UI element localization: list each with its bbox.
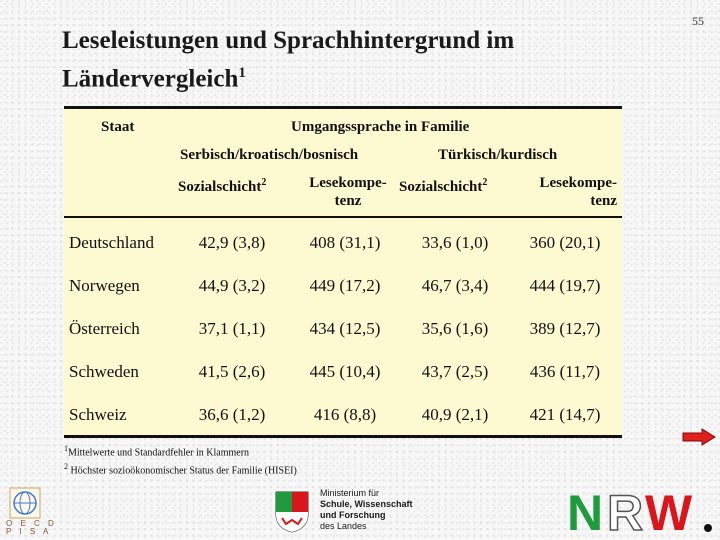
footnote-1: 1Mittelwerte und Standardfehler in Klamm… bbox=[64, 444, 250, 459]
svg-text:R: R bbox=[607, 486, 643, 534]
svg-text:W: W bbox=[645, 486, 693, 534]
table-cell: 445 (10,4) bbox=[309, 362, 381, 381]
table-cell: 36,6 (1,2) bbox=[198, 405, 266, 424]
table-cell: 42,9 (3,8) bbox=[198, 233, 266, 252]
table-cell: 360 (20,1) bbox=[529, 233, 601, 252]
row-label: Österreich bbox=[69, 319, 140, 338]
table-cell: 37,1 (1,1) bbox=[198, 319, 266, 338]
table-cell: 416 (8,8) bbox=[313, 405, 377, 424]
row-label: Deutschland bbox=[69, 233, 154, 252]
ministry-label: Ministerium für Schule, Wissenschaft und… bbox=[320, 488, 413, 531]
table-cell: 421 (14,7) bbox=[529, 405, 601, 424]
table-cell: 41,5 (2,6) bbox=[198, 362, 266, 381]
table-cell: 449 (17,2) bbox=[309, 276, 381, 295]
col-header-language-2: Türkisch/kurdisch bbox=[438, 147, 558, 163]
title-footnote-mark: 1 bbox=[238, 65, 246, 81]
nrw-crest-icon bbox=[275, 491, 309, 533]
header-divider bbox=[64, 216, 622, 218]
subheader-sozial-2: Sozialschicht2 bbox=[399, 177, 488, 195]
table-cell: 389 (12,7) bbox=[529, 319, 601, 338]
footnote-2: 2 Höchster sozioökonomischer Status der … bbox=[64, 462, 297, 477]
next-arrow-icon[interactable] bbox=[682, 428, 716, 446]
table-cell: 44,9 (3,2) bbox=[198, 276, 266, 295]
svg-text:N: N bbox=[567, 486, 603, 534]
row-label: Norwegen bbox=[69, 276, 140, 295]
table-cell: 35,6 (1,6) bbox=[421, 319, 489, 338]
subheader-lese-2: Lesekompe-tenz bbox=[539, 175, 618, 209]
title-text: Leseleistungen und Sprachhintergrund im … bbox=[62, 27, 515, 93]
row-label: Schweiz bbox=[69, 405, 127, 424]
nrw-logo-icon: N R W bbox=[567, 486, 712, 534]
row-label: Schweden bbox=[69, 362, 139, 381]
table-cell: 40,9 (2,1) bbox=[421, 405, 489, 424]
table-cell: 408 (31,1) bbox=[309, 233, 381, 252]
col-header-group: Umgangssprache in Familie bbox=[291, 119, 470, 135]
col-header-language-1: Serbisch/kroatisch/bosnisch bbox=[180, 147, 359, 163]
subheader-lese-1: Lesekompe-tenz bbox=[309, 175, 387, 209]
oecd-logo-icon bbox=[9, 487, 41, 519]
table-cell: 444 (19,7) bbox=[529, 276, 601, 295]
table-cell: 33,6 (1,0) bbox=[421, 233, 489, 252]
oecd-pisa-label: O E C D P I S A bbox=[6, 519, 57, 536]
footnotes: 1Mittelwerte und Standardfehler in Klamm… bbox=[64, 442, 297, 479]
data-table: Staat Umgangssprache in Familie Serbisch… bbox=[64, 106, 622, 438]
col-header-staat: Staat bbox=[101, 119, 135, 135]
table-cell: 434 (12,5) bbox=[309, 319, 381, 338]
subheader-sozial-1: Sozialschicht2 bbox=[178, 177, 267, 195]
table-cell: 436 (11,7) bbox=[529, 362, 601, 381]
page-title: Leseleistungen und Sprachhintergrund im … bbox=[62, 24, 622, 95]
table-cell: 46,7 (3,4) bbox=[421, 276, 489, 295]
table-cell: 43,7 (2,5) bbox=[421, 362, 489, 381]
page-number: 55 bbox=[692, 14, 704, 28]
